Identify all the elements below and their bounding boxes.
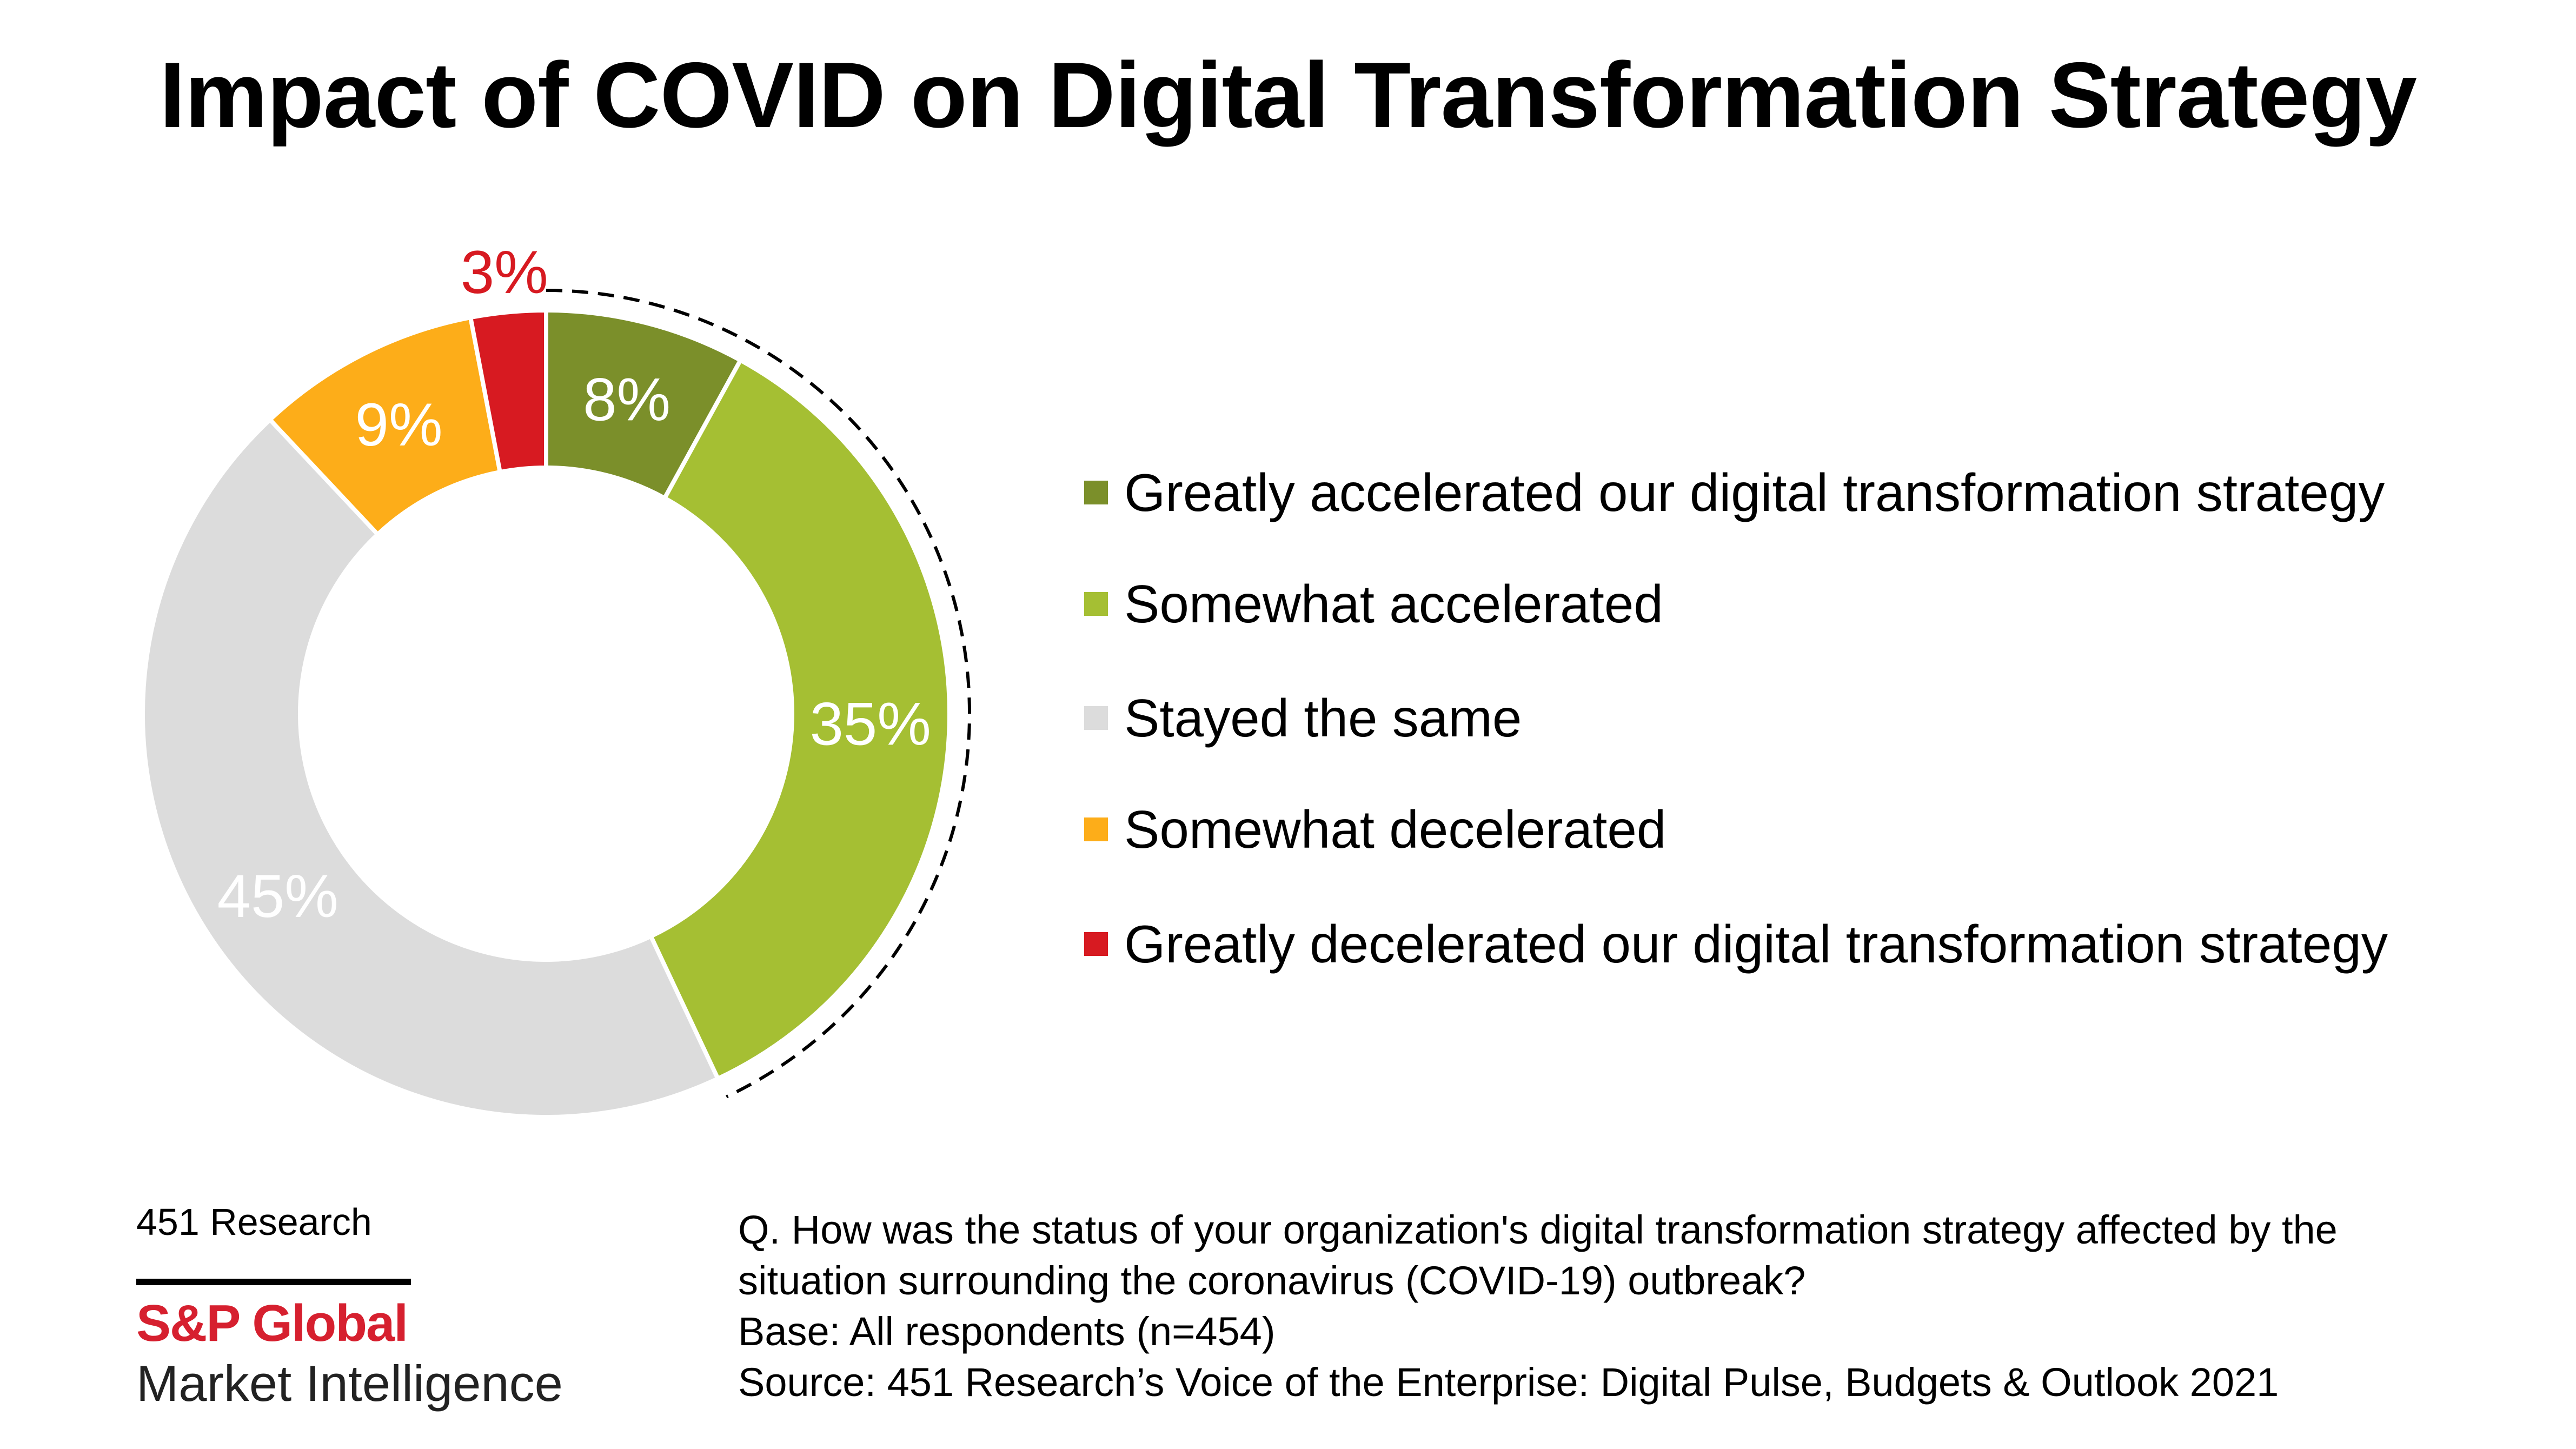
question-line-1: Q. How was the status of your organizati…	[738, 1207, 2338, 1252]
data-label: 45%	[217, 862, 338, 930]
legend-swatch	[1084, 481, 1108, 504]
base-note: Base: All respondents (n=454)	[738, 1309, 1276, 1354]
legend-label: Somewhat decelerated	[1124, 800, 1667, 859]
brand-divider	[136, 1279, 411, 1285]
donut-chart: 8% 35% 45% 9% 3%	[141, 238, 972, 1119]
legend-item: Greatly decelerated our digital transfor…	[1084, 918, 2388, 971]
legend-label: Greatly accelerated our digital transfor…	[1124, 463, 2385, 522]
donut-slice	[468, 308, 548, 475]
chart-title: Impact of COVID on Digital Transformatio…	[159, 43, 2417, 147]
data-label: 3%	[461, 238, 548, 306]
data-label: 9%	[355, 391, 443, 458]
donut-slice	[141, 416, 721, 1119]
question-line-2: situation surrounding the coronavirus (C…	[738, 1258, 1806, 1303]
brand-sp-global-logo: S&P Global	[136, 1294, 408, 1352]
donut-slice	[648, 357, 952, 1082]
brand-block: 451 Research S&P Global Market Intellige…	[136, 1201, 563, 1412]
legend-item: Stayed the same	[1084, 692, 1522, 745]
legend-item: Somewhat decelerated	[1084, 803, 1666, 856]
source-note: Source: 451 Research’s Voice of the Ente…	[738, 1360, 2279, 1405]
brand-451-research: 451 Research	[136, 1201, 372, 1243]
data-label: 35%	[810, 690, 931, 757]
legend-item: Somewhat accelerated	[1084, 577, 1663, 630]
legend-swatch	[1084, 817, 1108, 841]
legend-swatch	[1084, 706, 1108, 730]
data-label: 8%	[583, 365, 670, 433]
legend-label: Greatly decelerated our digital transfor…	[1124, 914, 2388, 974]
legend-label: Stayed the same	[1124, 688, 1522, 748]
legend-item: Greatly accelerated our digital transfor…	[1084, 466, 2385, 519]
legend-swatch	[1084, 592, 1108, 616]
chart-notes: Q. How was the status of your organizati…	[738, 1205, 2338, 1408]
legend-swatch	[1084, 932, 1108, 956]
highlight-dashed-arc	[546, 289, 972, 1099]
legend-label: Somewhat accelerated	[1124, 574, 1663, 634]
brand-market-intelligence: Market Intelligence	[136, 1355, 563, 1412]
